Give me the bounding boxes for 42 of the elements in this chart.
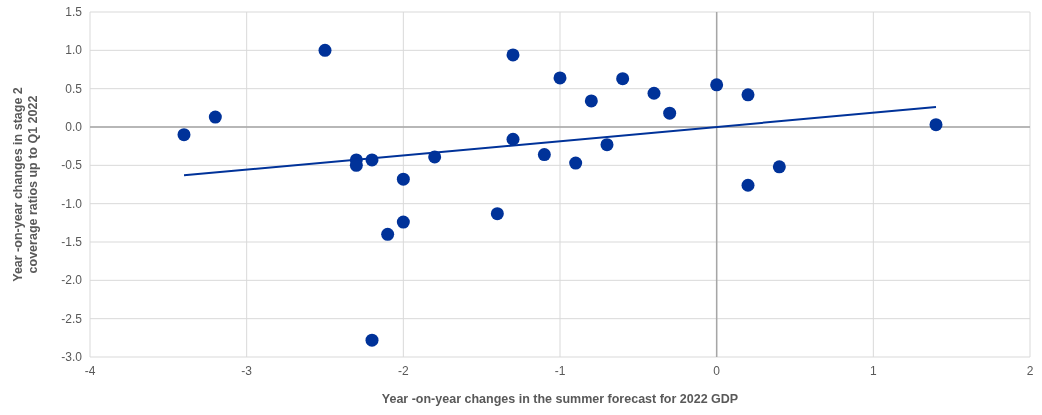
y-tick-label: 1.0 [65,43,83,58]
point [537,148,551,162]
point [616,72,630,86]
point [929,118,943,132]
y-tick-label: -3.0 [61,350,83,364]
x-tick-label: 0 [713,364,721,378]
point [600,138,614,152]
point [569,156,583,170]
y-tick-label: -1.5 [61,235,83,249]
x-tick-label: 1 [869,364,877,378]
x-axis-title: Year -on-year changes in the summer forecast for 2022 GDP [381,392,739,406]
point [381,227,395,241]
x-tick-label: -2 [398,364,409,378]
y-axis-title: Year -on-year changes in stage 2 coverage ratios up to Q1 2022 [11,87,40,282]
x-tick-label: 2 [1026,364,1034,378]
x-tick-label: -4 [84,364,96,378]
point [208,110,222,124]
point [710,78,724,92]
point [772,160,786,174]
y-tick-label: -0.5 [61,158,83,173]
x-tick-label: -3 [241,364,253,378]
point [553,71,567,85]
point [396,215,410,229]
y-tick-label: -1.0 [61,196,83,211]
point [663,106,677,120]
point [365,333,379,347]
point [584,94,598,108]
point [506,48,520,62]
point [741,178,755,192]
point [490,207,504,221]
y-tick-label: 0.0 [65,120,83,134]
point [506,132,520,146]
point [396,172,410,186]
x-tick-label: -1 [554,364,566,378]
y-tick-label: -2.0 [61,273,83,288]
point [177,128,191,142]
y-tick-label: -2.5 [61,311,83,326]
point [647,86,661,100]
y-tick-label: 1.5 [65,5,83,19]
point [318,43,332,57]
y-tick-label: 0.5 [65,81,83,96]
point [741,88,755,102]
